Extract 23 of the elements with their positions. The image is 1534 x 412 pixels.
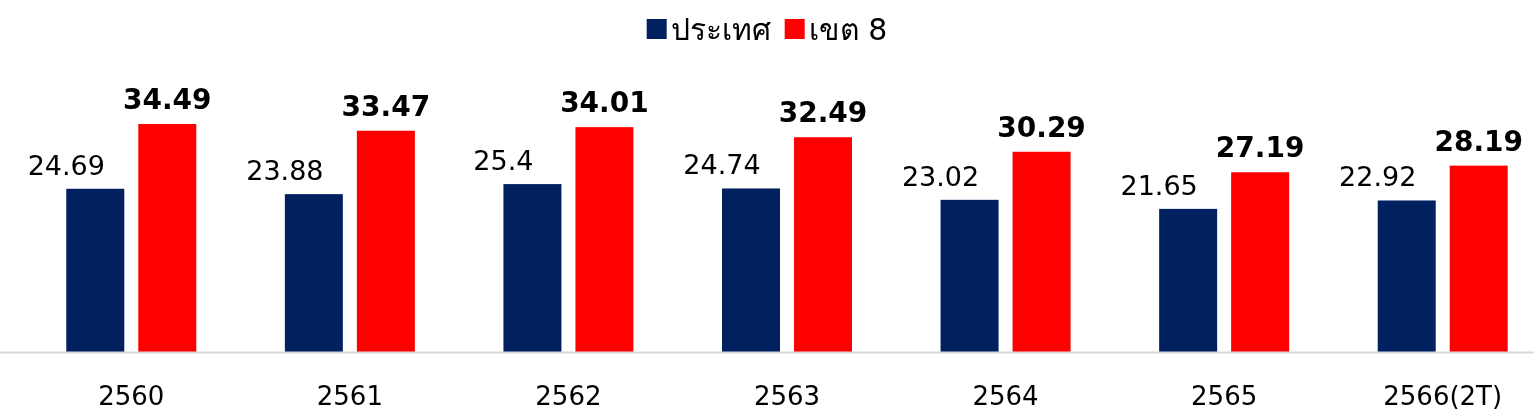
data-label: 21.65 — [1120, 169, 1198, 201]
data-label: 34.01 — [560, 86, 649, 120]
data-label: 32.49 — [778, 96, 868, 130]
data-label: 28.19 — [1434, 124, 1523, 158]
x-tick-label: 2566(2T) — [1383, 381, 1503, 411]
data-label: 34.49 — [123, 83, 212, 116]
data-label: 30.29 — [997, 110, 1086, 144]
data-label: 25.4 — [473, 145, 534, 177]
legend-label: เขต 8 — [808, 12, 888, 47]
x-tick-label: 2563 — [753, 381, 821, 411]
data-label: 27.19 — [1215, 131, 1305, 165]
x-tick-label: 2560 — [98, 381, 165, 411]
x-tick-label: 2562 — [535, 381, 602, 411]
data-label: 23.88 — [246, 155, 324, 187]
legend-label: ประเทศ — [670, 12, 771, 47]
x-tick-label: 2564 — [972, 381, 1039, 411]
data-label: 33.47 — [341, 89, 431, 123]
x-tick-label: 2561 — [316, 381, 383, 411]
data-label: 23.02 — [901, 160, 980, 192]
data-label: 24.69 — [27, 149, 105, 181]
data-label: 22.92 — [1339, 161, 1417, 193]
x-tick-label: 2565 — [1191, 381, 1258, 411]
data-label: 24.74 — [683, 149, 761, 181]
